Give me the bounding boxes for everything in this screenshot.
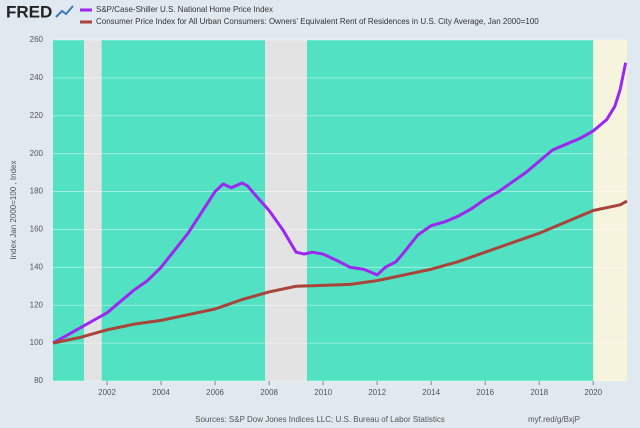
legend-label: Consumer Price Index for All Urban Consu… bbox=[96, 17, 539, 26]
x-tick-label: 2012 bbox=[368, 388, 386, 397]
series-line bbox=[52, 199, 628, 345]
y-tick-label: 260 bbox=[30, 35, 44, 44]
x-tick-label: 2004 bbox=[152, 388, 170, 397]
y-axis-label: Index Jan 2000=100 , Index bbox=[9, 161, 18, 260]
y-tick-label: 80 bbox=[34, 376, 43, 385]
x-tick-label: 2006 bbox=[206, 388, 224, 397]
shaded-period bbox=[265, 40, 307, 381]
shaded-period bbox=[84, 40, 102, 381]
logo: FRED bbox=[6, 2, 52, 21]
series-line bbox=[52, 62, 628, 345]
x-tick-label: 2010 bbox=[314, 388, 332, 397]
legend-label: S&P/Case-Shiller U.S. National Home Pric… bbox=[96, 5, 273, 14]
x-tick-label: 2020 bbox=[584, 388, 602, 397]
shaded-period bbox=[101, 40, 266, 381]
y-tick-label: 220 bbox=[30, 111, 44, 120]
y-tick-label: 180 bbox=[30, 187, 44, 196]
url: myf.red/g/BxjP bbox=[528, 415, 580, 424]
shaded-period bbox=[53, 40, 85, 381]
x-tick-label: 2002 bbox=[98, 388, 116, 397]
shaded-period bbox=[306, 40, 594, 381]
y-tick-label: 100 bbox=[30, 338, 44, 347]
y-tick-label: 240 bbox=[30, 73, 44, 82]
x-tick-label: 2008 bbox=[260, 388, 278, 397]
source: Sources: S&P Dow Jones Indices LLC; U.S.… bbox=[195, 415, 445, 424]
y-tick-label: 200 bbox=[30, 149, 44, 158]
logo-icon bbox=[55, 5, 74, 18]
x-tick-label: 2018 bbox=[530, 388, 548, 397]
y-tick-label: 120 bbox=[30, 300, 44, 309]
y-tick-label: 140 bbox=[30, 262, 44, 271]
x-tick-label: 2016 bbox=[476, 388, 494, 397]
x-tick-label: 2014 bbox=[422, 388, 440, 397]
y-tick-label: 160 bbox=[30, 225, 44, 234]
